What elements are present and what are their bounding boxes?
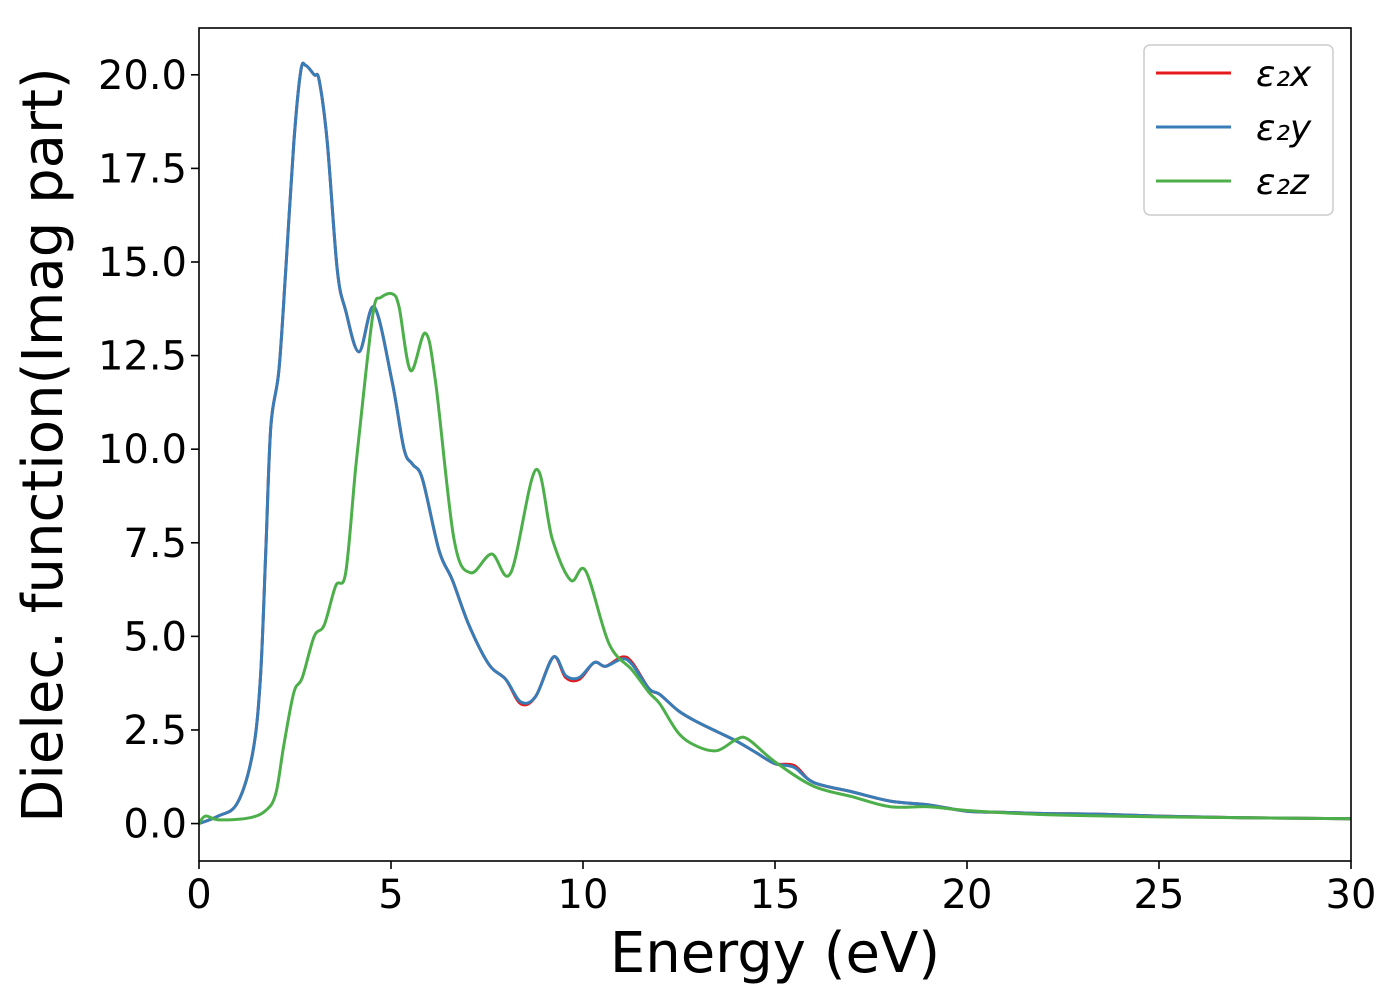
- y-tick-label: 15.0: [98, 240, 187, 286]
- y-tick-label: 10.0: [98, 427, 187, 473]
- legend-box: [1143, 44, 1334, 216]
- y-tick-label: 12.5: [98, 334, 187, 380]
- x-tick-label: 30: [1326, 872, 1377, 918]
- x-tick-label: 5: [378, 872, 403, 918]
- y-tick-label: 5.0: [123, 614, 187, 660]
- y-axis-label: Dielec. function(Imag part): [11, 67, 76, 823]
- series-line-3: [199, 291, 1351, 825]
- x-axis: 0 5 10 15 20 25 30: [186, 861, 1376, 918]
- series-line-2: [199, 61, 1351, 825]
- x-tick-label: 25: [1134, 872, 1185, 918]
- y-tick-label: 2.5: [123, 708, 187, 754]
- x-tick-label: 15: [750, 872, 801, 918]
- x-tick-label: 0: [186, 872, 211, 918]
- y-tick-label: 7.5: [123, 521, 187, 567]
- y-axis: 0.0 2.5 5.0 7.5 10.0 12.5 15.0 17.5 20.0: [98, 53, 199, 848]
- legend: ε₂x ε₂y ε₂z: [1143, 44, 1334, 216]
- y-tick-label: 20.0: [98, 53, 187, 99]
- legend-label: ε₂z: [1256, 162, 1310, 203]
- x-tick-label: 10: [558, 872, 609, 918]
- x-tick-label: 20: [942, 872, 993, 918]
- legend-label: ε₂y: [1256, 108, 1312, 149]
- y-tick-label: 0.0: [123, 802, 187, 848]
- legend-label: ε₂x: [1256, 54, 1312, 95]
- y-tick-label: 17.5: [98, 146, 187, 192]
- series-layer: [199, 61, 1351, 825]
- x-axis-label: Energy (eV): [610, 921, 940, 986]
